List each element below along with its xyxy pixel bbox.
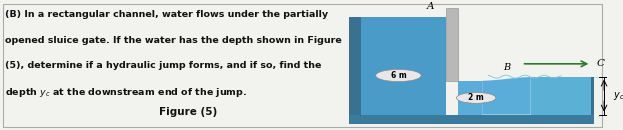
- Text: opened sluice gate. If the water has the depth shown in Figure: opened sluice gate. If the water has the…: [5, 35, 341, 45]
- Text: (5), determine if a hydraulic jump forms, and if so, find the: (5), determine if a hydraulic jump forms…: [5, 61, 321, 70]
- Bar: [349, 17, 359, 115]
- Ellipse shape: [457, 92, 496, 103]
- Text: $y_c$: $y_c$: [612, 90, 623, 102]
- Polygon shape: [482, 77, 531, 115]
- Text: C: C: [596, 59, 604, 68]
- Ellipse shape: [376, 69, 421, 82]
- Bar: [591, 77, 594, 115]
- Text: depth $y_c$ at the downstream end of the jump.: depth $y_c$ at the downstream end of the…: [5, 86, 247, 99]
- Bar: [359, 17, 446, 115]
- Text: B: B: [503, 63, 510, 72]
- Text: 2 m: 2 m: [468, 93, 484, 102]
- Text: (B) In a rectangular channel, water flows under the partially: (B) In a rectangular channel, water flow…: [5, 11, 328, 20]
- Text: Figure (5): Figure (5): [159, 107, 217, 117]
- Bar: [446, 8, 458, 81]
- Text: A: A: [427, 2, 434, 11]
- Bar: [349, 115, 594, 124]
- Text: 6 m: 6 m: [391, 71, 406, 80]
- Bar: [458, 81, 482, 115]
- Bar: [531, 77, 594, 115]
